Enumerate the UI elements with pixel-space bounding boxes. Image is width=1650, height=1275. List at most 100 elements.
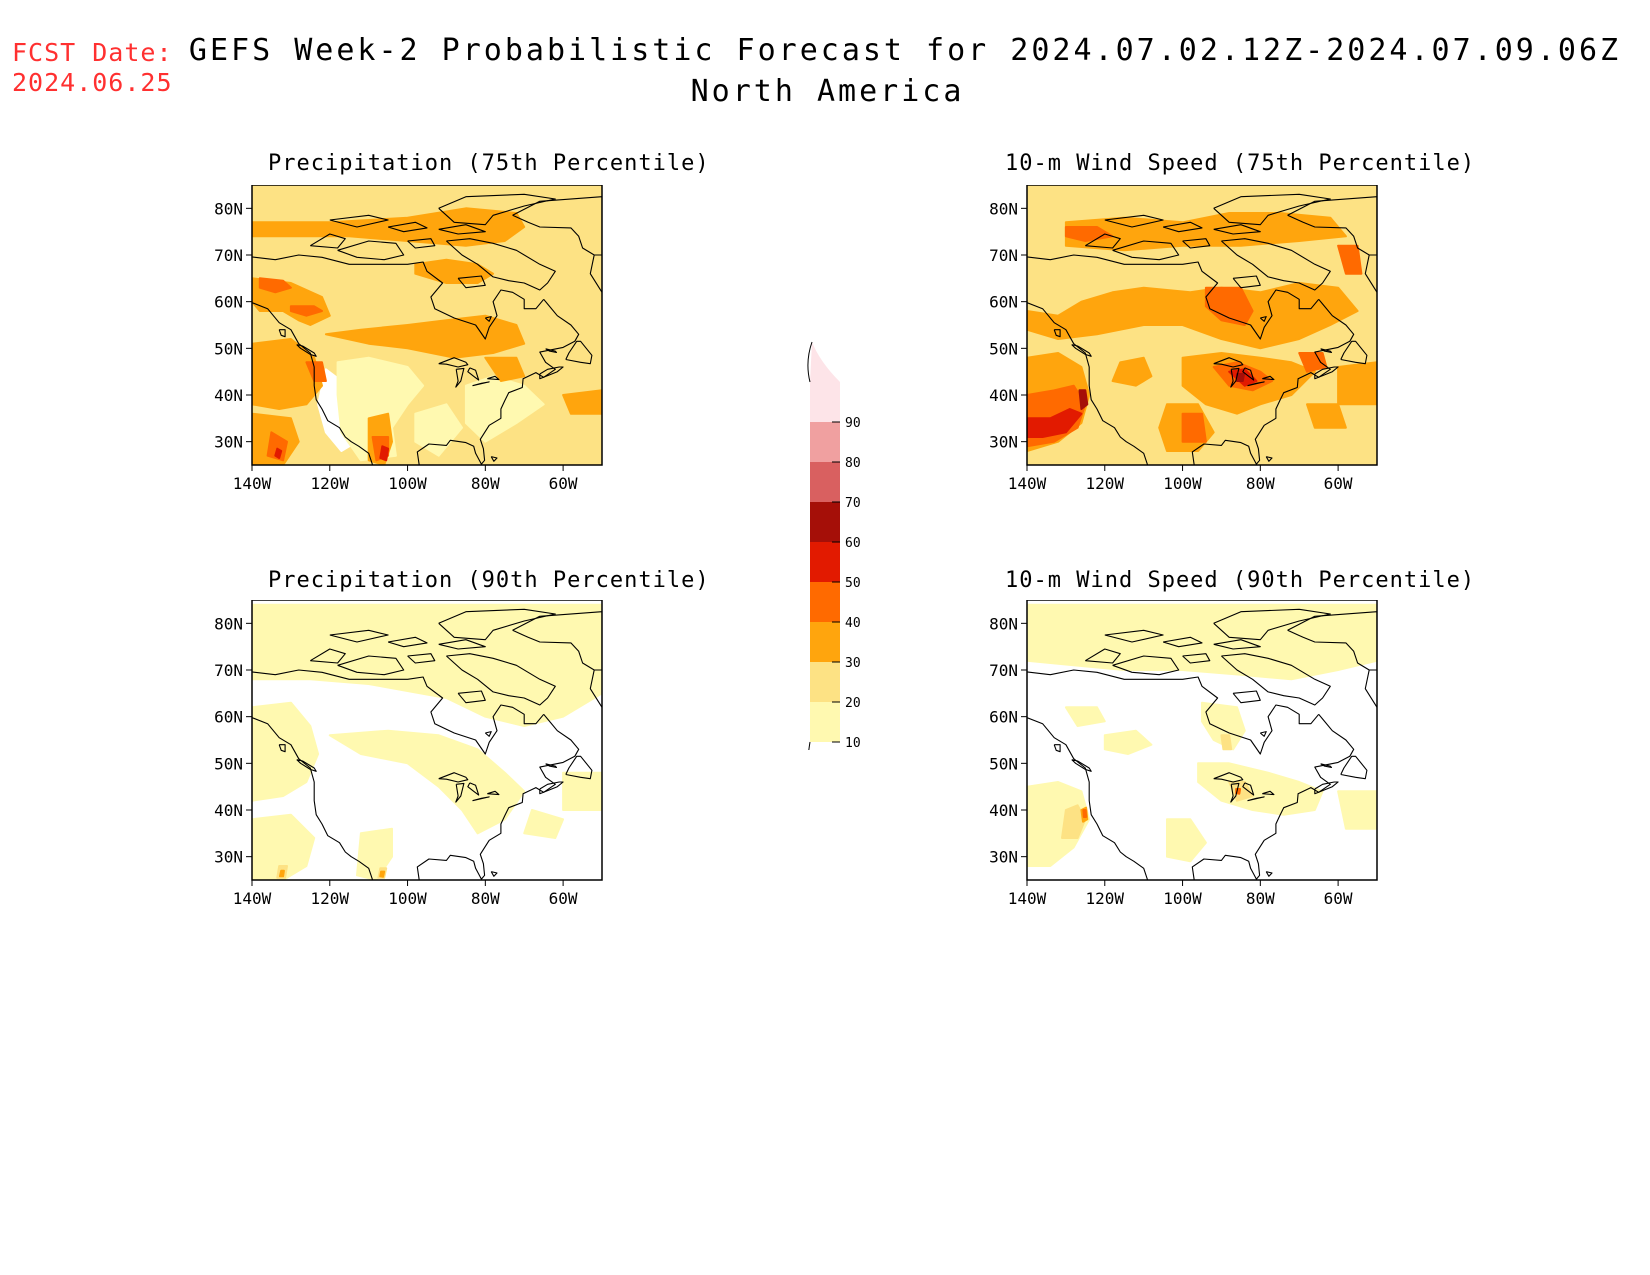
forecast-date-label: FCST Date: 2024.06.25 (12, 38, 173, 98)
colorbar-swatch (810, 622, 840, 662)
y-tick-label: 50N (989, 754, 1018, 773)
coastline (1242, 782, 1255, 796)
coastline (387, 221, 428, 233)
fcst-date-value: 2024.06.25 (12, 68, 173, 97)
y-tick-label: 70N (989, 661, 1018, 680)
coastline (472, 381, 490, 387)
coastline (545, 348, 558, 354)
coastline (329, 629, 389, 643)
coastline (1027, 254, 1320, 340)
coastline (1265, 456, 1273, 462)
coastline (1232, 275, 1261, 289)
probability-region (1236, 373, 1245, 382)
coastline (1262, 375, 1275, 381)
coastline (484, 316, 492, 322)
coastline (1104, 629, 1164, 643)
coastline (438, 608, 556, 641)
probability-region (1078, 389, 1089, 410)
coastline (296, 344, 317, 357)
x-tick-label: 120W (311, 889, 350, 908)
coastline (407, 238, 436, 249)
coastline (1232, 690, 1261, 704)
coastline (1221, 238, 1331, 291)
colorbar-label: 60 (845, 536, 861, 551)
y-tick-label: 30N (214, 848, 243, 867)
probability-region (1228, 781, 1254, 802)
x-tick-label: 120W (1086, 474, 1125, 493)
coastline (438, 639, 486, 650)
panel-title-wind-75: 10-m Wind Speed (75th Percentile) (1005, 151, 1476, 176)
probability-region (1027, 408, 1083, 438)
panel-title-precip-75: Precipitation (75th Percentile) (268, 151, 710, 176)
probability-region (252, 603, 602, 727)
coastline (1287, 629, 1370, 671)
probability-region (1064, 706, 1106, 727)
probability-region (1027, 781, 1091, 867)
map-precip-90: 30N 40N 50N 60N 70N 80N 140W 120W 100W 80W 60W (214, 600, 603, 908)
coastline (455, 782, 465, 803)
coastline (416, 713, 580, 880)
probability-region (379, 445, 390, 462)
x-tick-label: 100W (388, 889, 427, 908)
coastline (1191, 713, 1355, 880)
probability-region (1306, 403, 1347, 429)
x-tick-label: 60W (549, 889, 578, 908)
colorbar-swatch (810, 502, 840, 542)
colorbar-swatch (810, 382, 840, 422)
x-tick-label: 140W (233, 474, 272, 493)
probability-region (1064, 212, 1347, 252)
coastline (296, 759, 317, 772)
coastline (1071, 759, 1092, 772)
y-tick-label: 80N (989, 614, 1018, 633)
coastline (438, 224, 486, 235)
coastline (1340, 340, 1368, 365)
coastline (1112, 655, 1180, 676)
coastline (467, 782, 480, 796)
probability-region (336, 356, 425, 462)
y-tick-label: 30N (214, 433, 243, 452)
coastline (252, 302, 374, 465)
probability-region (562, 771, 602, 811)
colorbar-swatch (810, 702, 840, 742)
colorbar: 10 20 30 40 50 60 70 80 90 (807, 341, 861, 750)
coastline (1242, 367, 1255, 381)
y-tick-label: 70N (214, 661, 243, 680)
probability-region (1337, 244, 1363, 275)
coastline (1104, 214, 1164, 228)
probability-region (562, 389, 602, 415)
probability-region (328, 729, 526, 835)
coastline (490, 456, 498, 462)
x-tick-label: 80W (1246, 474, 1275, 493)
colorbar-swatch (810, 542, 840, 582)
probability-region (1337, 790, 1377, 830)
panel-title-wind-90: 10-m Wind Speed (90th Percentile) (1005, 568, 1476, 593)
coastline (1213, 772, 1244, 783)
probability-region (484, 356, 526, 382)
coastline (337, 655, 405, 676)
coastline (1191, 298, 1355, 465)
coastline (467, 367, 480, 381)
coastline (1287, 214, 1370, 256)
coastline (387, 636, 428, 648)
x-tick-label: 100W (1163, 889, 1202, 908)
coastline (1259, 731, 1267, 737)
probability-region (1111, 356, 1153, 387)
y-tick-label: 50N (214, 754, 243, 773)
y-tick-label: 50N (989, 339, 1018, 358)
colorbar-label: 90 (845, 416, 861, 431)
coastline (438, 357, 469, 368)
probability-region (266, 431, 288, 462)
panel-title-precip-90: Precipitation (90th Percentile) (268, 568, 710, 593)
probability-region (1337, 361, 1377, 406)
colorbar-label: 30 (845, 656, 861, 671)
probability-region (1027, 282, 1359, 350)
probability-region (1064, 226, 1114, 242)
coastline (1314, 781, 1339, 795)
coastline (407, 653, 436, 664)
coastline (512, 214, 595, 256)
coastline (329, 214, 389, 228)
x-tick-label: 80W (471, 474, 500, 493)
coastline (1314, 366, 1339, 380)
coastline (1027, 669, 1320, 755)
x-tick-label: 60W (1324, 889, 1353, 908)
